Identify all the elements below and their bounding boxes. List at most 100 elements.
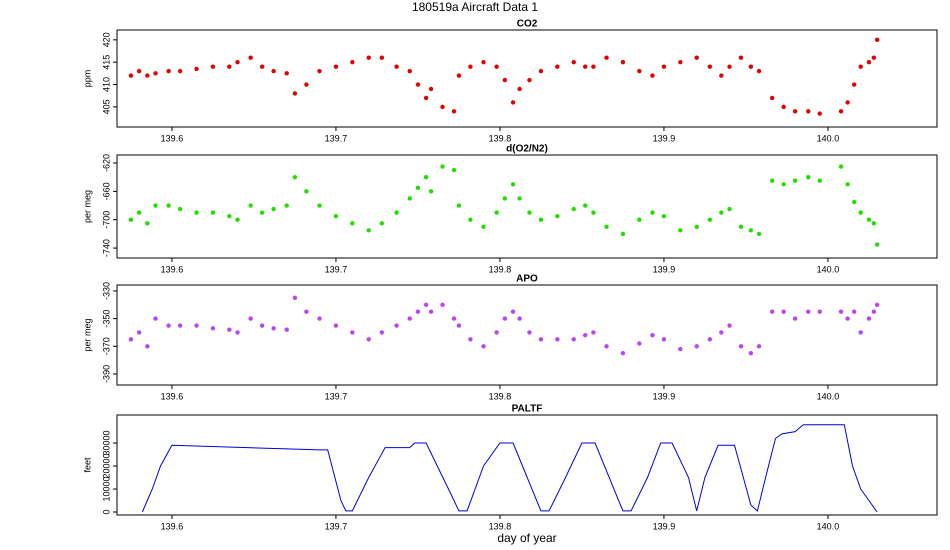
data-point [871,55,877,60]
data-point [620,231,626,237]
data-point [248,316,253,321]
data-point [428,309,434,314]
x-tick-label: 139.8 [489,391,512,401]
data-point [806,174,811,180]
data-point [769,309,775,314]
y-tick-label: -390 [101,365,111,383]
x-tick-label: 140.0 [817,264,840,274]
data-point [620,59,626,65]
data-point [145,344,150,349]
data-point [694,344,699,349]
data-point [415,82,421,87]
data-point [153,71,158,76]
data-point [604,344,609,349]
data-point [707,217,713,222]
panel-title: PALTF [512,404,543,415]
data-point [481,344,486,349]
data-point [235,330,240,335]
data-point [248,203,253,208]
data-point [210,326,216,331]
data-point [738,224,744,230]
panel-title: d(O2/N2) [506,144,548,155]
x-tick-label: 139.6 [161,391,184,401]
data-point [468,64,473,69]
data-point [451,316,457,321]
data-point [851,82,857,87]
data-point [166,203,171,208]
x-tick-label: 140.0 [817,133,840,143]
x-tick-label: 139.9 [653,391,676,401]
data-point [177,323,183,328]
data-point [874,302,880,307]
data-point [415,185,421,191]
data-point [166,323,171,328]
y-tick-label: 405 [101,99,111,114]
data-point [317,68,322,74]
data-point [153,316,158,321]
data-point [806,109,811,114]
data-point [481,59,486,65]
data-point [284,327,289,332]
data-point [468,217,473,222]
data-point [227,64,232,69]
data-point [555,337,560,342]
data-point [583,203,588,208]
data-point [769,95,775,101]
data-point [350,59,355,65]
x-tick-label: 140.0 [817,521,840,531]
data-point [379,221,385,226]
data-point [727,206,732,212]
data-point [538,68,544,74]
panel-title: CO2 [517,19,538,30]
data-point [304,82,309,87]
data-point [527,77,532,83]
data-point [738,55,744,60]
data-point [194,210,199,215]
data-point [694,55,699,60]
x-tick-label: 139.7 [325,133,348,143]
y-tick-label: 420 [101,32,111,47]
x-tick-label: 139.6 [161,521,184,531]
data-point [394,323,399,328]
data-point [756,68,762,74]
y-tick-label: -660 [101,182,111,200]
data-point [694,224,699,230]
y-tick-label: -620 [101,154,111,172]
data-point [748,64,754,69]
data-point [517,196,522,201]
data-point [284,71,289,76]
data-point [407,316,412,321]
data-point [227,213,232,219]
data-point [456,73,462,78]
y-tick-label: 410 [101,77,111,92]
data-point [838,309,844,314]
y-tick-label: 10000 [101,477,111,502]
data-point [481,224,486,230]
data-point [769,178,775,183]
data-point [502,196,508,201]
data-point [845,316,850,321]
data-point [858,64,863,69]
data-point [604,55,609,60]
data-point [866,316,872,321]
data-point [510,182,516,187]
data-point [333,323,339,328]
data-point [650,333,655,338]
data-point [128,73,134,78]
data-point [366,337,371,342]
x-tick-label: 139.8 [489,133,512,143]
y-tick-label: -700 [101,211,111,229]
data-point [527,210,532,215]
data-point [259,210,265,215]
data-point [350,221,355,226]
data-point [517,86,522,92]
x-tick-label: 139.7 [325,521,348,531]
x-tick-label: 139.9 [653,521,676,531]
data-point [292,295,298,301]
panel-title: APO [516,274,538,285]
data-point [792,109,798,114]
y-tick-label: 415 [101,55,111,70]
data-point [874,37,880,43]
data-point [333,213,339,219]
